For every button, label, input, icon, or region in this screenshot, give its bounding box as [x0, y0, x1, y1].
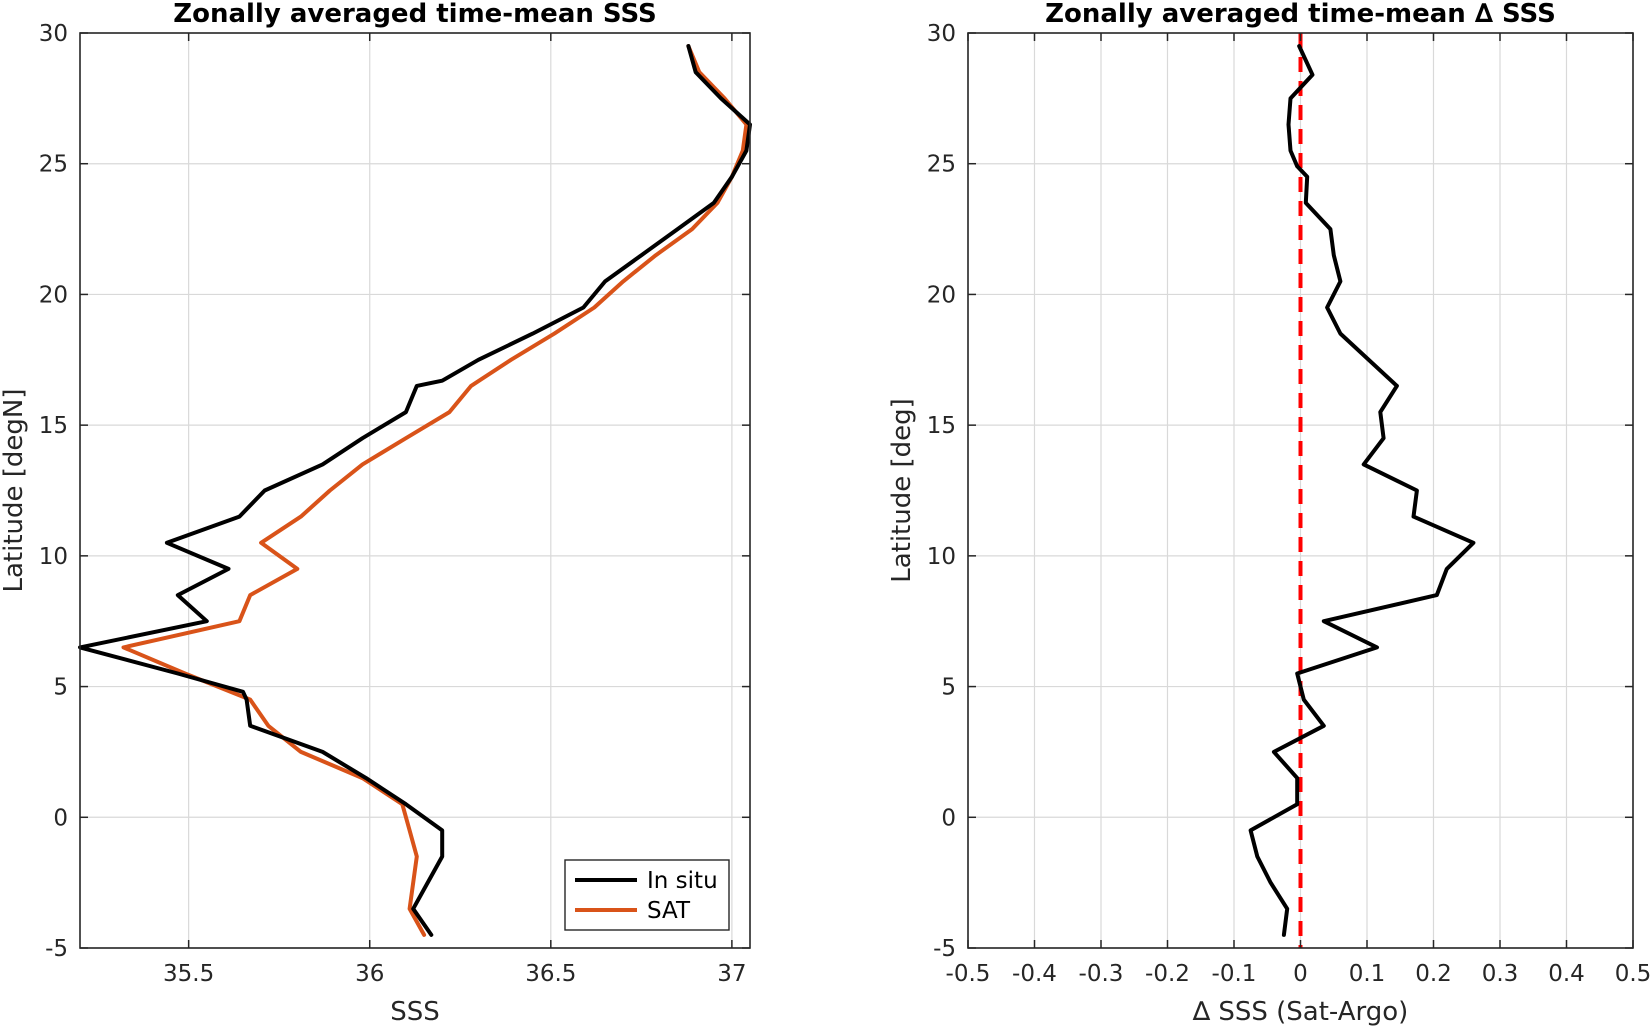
- x-tick-label: 0.3: [1482, 961, 1519, 987]
- x-tick-label: 0.1: [1349, 961, 1386, 987]
- x-tick-label: 0: [1293, 961, 1308, 987]
- y-tick-label: 25: [927, 152, 956, 178]
- plot-area: [80, 33, 750, 948]
- x-tick-labels: -0.5 -0.4 -0.3 -0.2 -0.1 0 0.1 0.2 0.3 0.4 0.5: [946, 961, 1651, 987]
- x-tick-label: -0.4: [1012, 961, 1057, 987]
- legend: In situ SAT: [564, 859, 730, 931]
- series-line-delta-sss: [1248, 44, 1476, 937]
- x-tick-label: 0.5: [1615, 961, 1651, 987]
- series-lines: [78, 44, 752, 937]
- x-tick-label: -0.2: [1145, 961, 1190, 987]
- y-tick-label: 15: [39, 413, 68, 439]
- x-tick-label: 0.2: [1415, 961, 1452, 987]
- x-axis-label: SSS: [390, 997, 440, 1027]
- y-tick-labels: -5 0 5 10 15 20 25 30: [927, 21, 956, 962]
- x-tick-label: -0.5: [946, 961, 991, 987]
- x-tick-label: 36.5: [525, 961, 576, 987]
- x-tick-label: 36: [355, 961, 384, 987]
- delta-sss-panel: -0.5 -0.4 -0.3 -0.2 -0.1 0 0.1 0.2 0.3 0.4 0.5 -5 0…: [887, 0, 1651, 1027]
- chart-title: Zonally averaged time-mean SSS: [173, 0, 657, 29]
- x-tick-labels: 35.5 36 36.5 37: [163, 961, 746, 987]
- tick-marks: [80, 32, 750, 949]
- legend-label-sat: SAT: [647, 898, 691, 924]
- x-tick-label: 37: [717, 961, 746, 987]
- sss-profile-panel: 35.5 36 36.5 37 -5 0 5 10 15 20 25 30 Zonally aver…: [0, 0, 752, 1027]
- x-tick-label: -0.1: [1212, 961, 1257, 987]
- series-line-in-situ: [78, 44, 752, 937]
- y-tick-label: 15: [927, 413, 956, 439]
- y-tick-label: 25: [39, 152, 68, 178]
- x-tick-label: 35.5: [163, 961, 214, 987]
- axes-frame: [79, 32, 751, 949]
- y-tick-label: 30: [39, 21, 68, 47]
- y-tick-label: 0: [941, 805, 956, 831]
- grid-lines: [80, 32, 750, 949]
- y-tick-label: -5: [45, 936, 68, 962]
- series-lines: [1248, 44, 1476, 937]
- y-tick-label: 20: [39, 282, 68, 308]
- y-axis-label: Latitude [deg]: [887, 398, 917, 583]
- y-tick-label: 5: [941, 675, 956, 701]
- y-tick-label: 10: [927, 544, 956, 570]
- x-axis-label: ∆ SSS (Sat-Argo): [1192, 997, 1409, 1027]
- x-tick-label: 0.4: [1548, 961, 1585, 987]
- y-tick-label: -5: [933, 936, 956, 962]
- legend-label-in-situ: In situ: [647, 868, 718, 894]
- y-tick-label: 30: [927, 21, 956, 47]
- y-tick-label: 5: [53, 675, 68, 701]
- x-tick-label: -0.3: [1079, 961, 1124, 987]
- y-axis-label: Latitude [degN]: [0, 388, 29, 592]
- tick-marks: [967, 32, 1634, 949]
- chart-title: Zonally averaged time-mean ∆ SSS: [1045, 0, 1556, 29]
- y-tick-label: 10: [39, 544, 68, 570]
- y-tick-label: 20: [927, 282, 956, 308]
- y-tick-labels: -5 0 5 10 15 20 25 30: [39, 21, 68, 962]
- legend-box: [564, 859, 730, 931]
- y-tick-label: 0: [53, 805, 68, 831]
